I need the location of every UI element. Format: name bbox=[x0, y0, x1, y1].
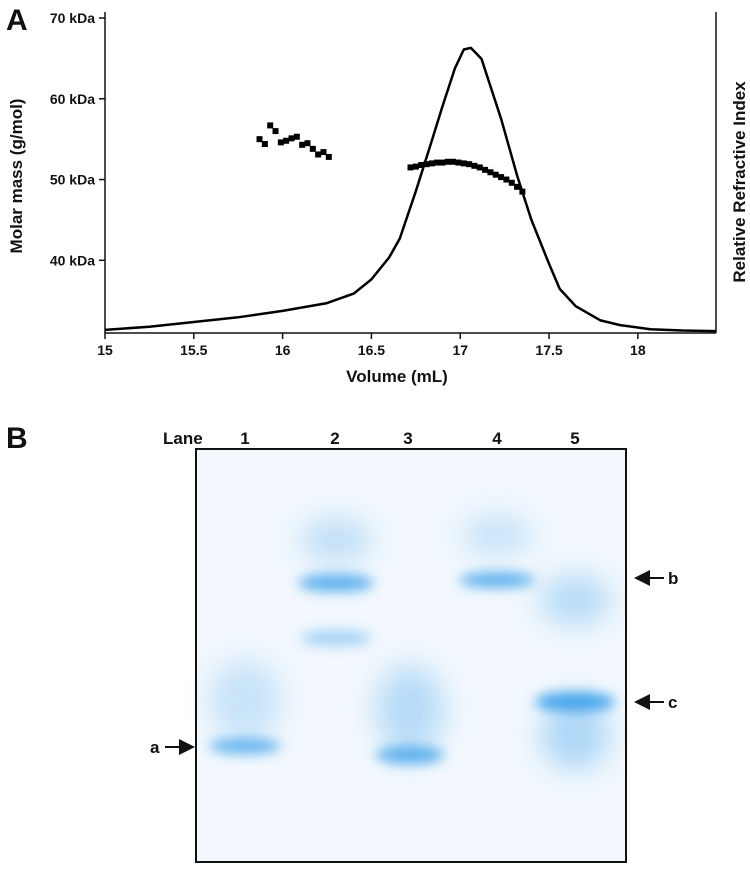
lane-number: 1 bbox=[240, 429, 249, 448]
data-point bbox=[256, 136, 263, 143]
gel-frame bbox=[195, 448, 627, 863]
gel-background bbox=[196, 449, 626, 862]
data-point bbox=[434, 159, 441, 166]
panel-label: B bbox=[6, 422, 28, 455]
data-point bbox=[508, 179, 515, 186]
lane-heading: Lane bbox=[163, 429, 203, 448]
data-point bbox=[299, 141, 306, 148]
data-point bbox=[418, 162, 425, 168]
data-point bbox=[325, 153, 332, 160]
data-point bbox=[423, 161, 430, 168]
x-tick-label: 18 bbox=[630, 342, 646, 358]
y2-axis-label: Relative Refractive Index bbox=[730, 81, 749, 283]
data-point bbox=[272, 128, 279, 135]
y-tick-label: 60 kDa bbox=[50, 91, 95, 107]
axes bbox=[104, 12, 717, 334]
panel-label: A bbox=[6, 4, 28, 37]
x-tick-label: 16 bbox=[275, 342, 291, 358]
lane-number: 5 bbox=[570, 429, 579, 448]
data-point bbox=[320, 149, 327, 156]
data-point bbox=[444, 158, 451, 165]
gel-bands bbox=[209, 515, 615, 770]
x-tick-label: 16.5 bbox=[358, 342, 385, 358]
data-point bbox=[450, 158, 457, 165]
x-tick-label: 15 bbox=[97, 342, 113, 358]
data-point bbox=[304, 140, 311, 147]
data-point bbox=[288, 135, 295, 142]
band-marker: b bbox=[668, 569, 678, 588]
data-point bbox=[476, 164, 483, 171]
x-axis-label: Volume (mL) bbox=[346, 367, 448, 386]
data-point bbox=[267, 122, 274, 129]
data-point bbox=[482, 166, 489, 173]
refractive-index-line bbox=[104, 46, 717, 333]
data-point bbox=[503, 176, 510, 183]
data-point bbox=[293, 133, 300, 140]
y-tick-label: 40 kDa bbox=[50, 252, 95, 268]
lane-number: 2 bbox=[330, 429, 339, 448]
y-tick-label: 50 kDa bbox=[50, 172, 95, 188]
lane-number: 4 bbox=[492, 429, 502, 448]
data-point bbox=[487, 169, 494, 176]
data-point bbox=[439, 159, 446, 166]
data-point bbox=[407, 164, 414, 171]
data-point bbox=[428, 160, 435, 167]
data-point bbox=[466, 161, 473, 168]
band-marker: a bbox=[150, 738, 160, 757]
x-tick-label: 15.5 bbox=[180, 342, 207, 358]
data-point bbox=[471, 162, 478, 169]
data-point bbox=[412, 163, 419, 170]
x-tick-label: 17 bbox=[452, 342, 468, 358]
data-point bbox=[460, 160, 467, 167]
data-point bbox=[498, 174, 505, 181]
y-axis-label: Molar mass (g/mol) bbox=[7, 99, 26, 254]
data-point bbox=[309, 145, 316, 152]
data-point bbox=[514, 183, 521, 190]
y-tick-label: 70 kDa bbox=[50, 10, 95, 26]
lane-number: 3 bbox=[403, 429, 412, 448]
data-point bbox=[283, 137, 290, 144]
x-tick-label: 17.5 bbox=[535, 342, 562, 358]
gel bbox=[195, 448, 627, 863]
data-point bbox=[492, 171, 499, 178]
data-point bbox=[315, 151, 322, 158]
data-point bbox=[455, 159, 462, 166]
data-point bbox=[277, 139, 284, 146]
data-point bbox=[261, 141, 268, 147]
band-marker: c bbox=[668, 693, 677, 712]
